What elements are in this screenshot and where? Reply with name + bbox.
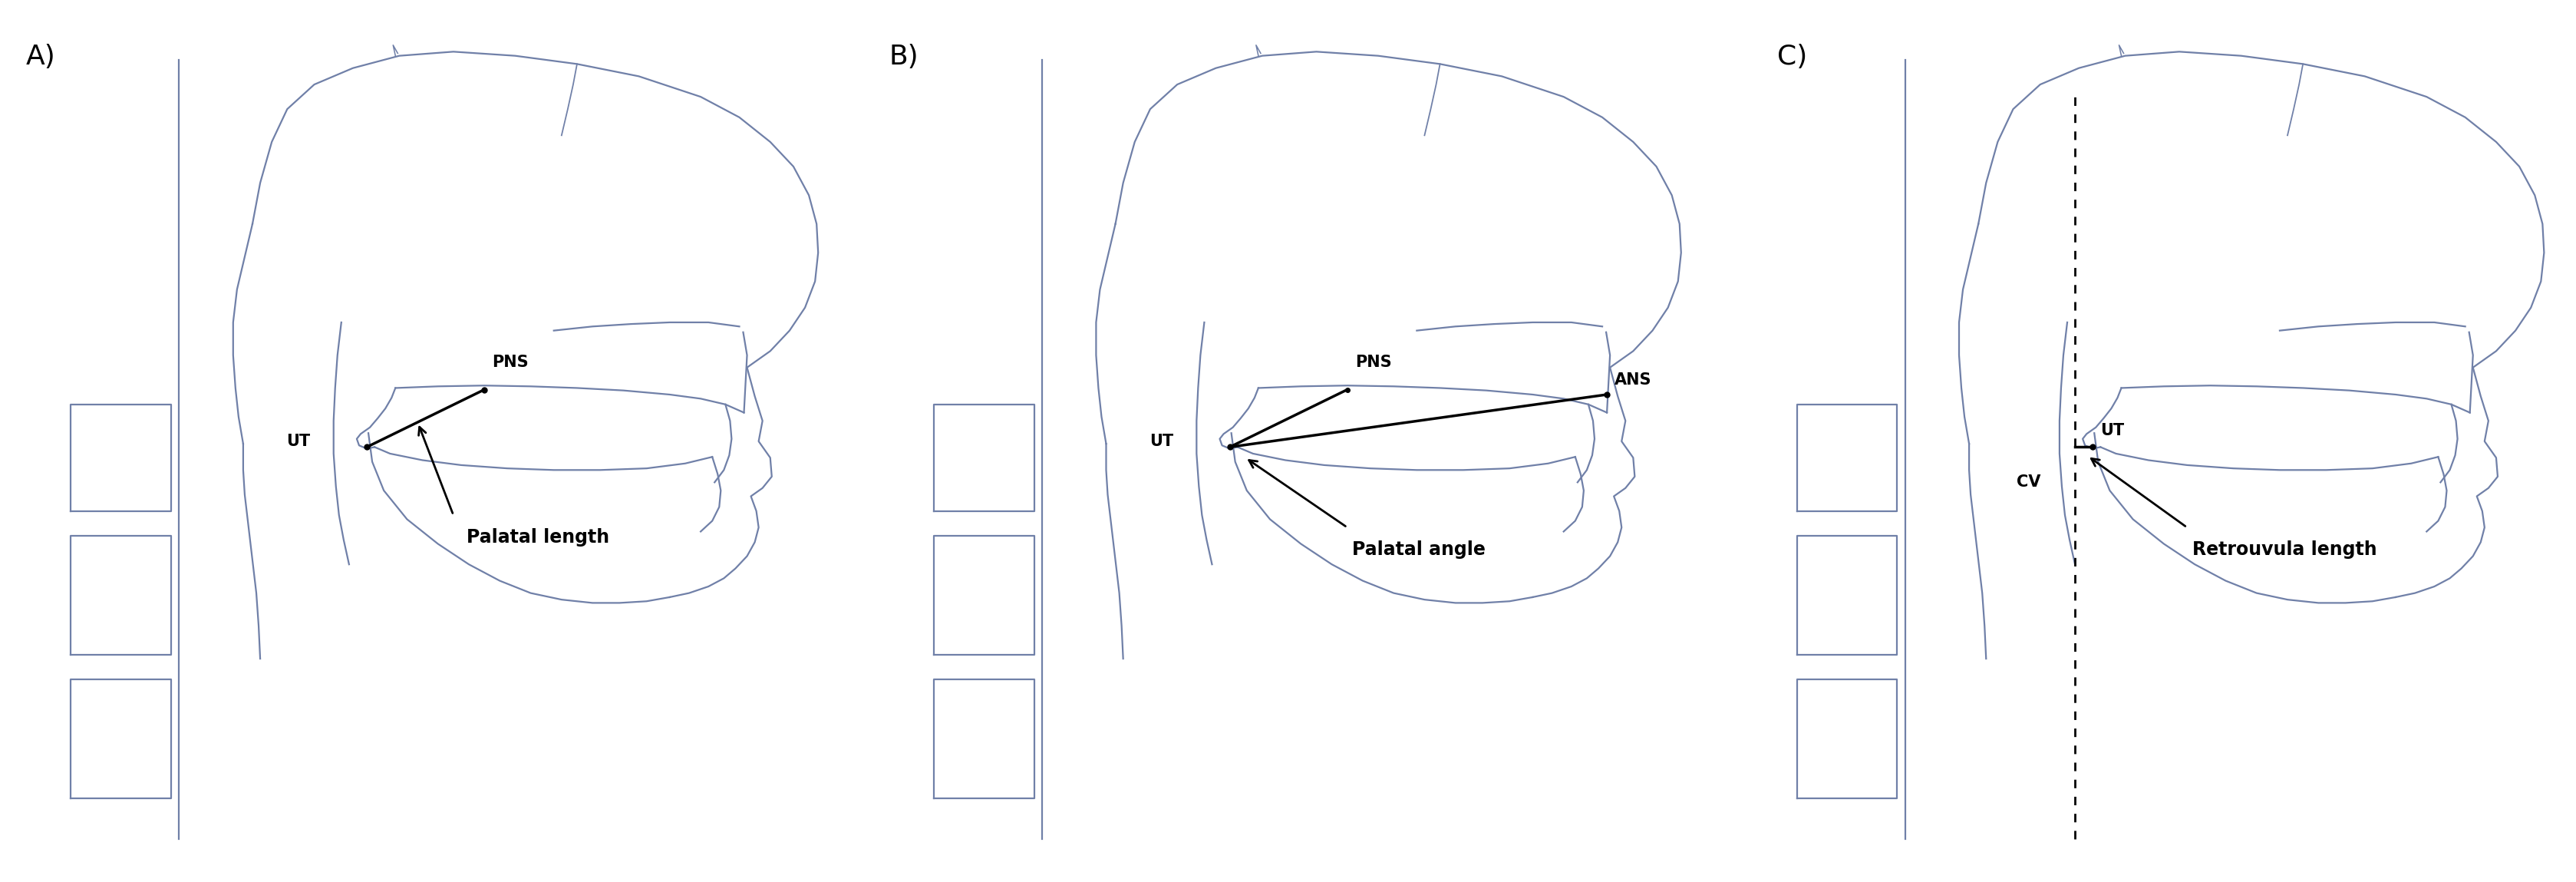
Text: UT: UT: [1149, 434, 1172, 450]
Text: Palatal length: Palatal length: [466, 528, 608, 547]
Text: UT: UT: [286, 434, 309, 450]
Text: CV: CV: [2017, 475, 2040, 490]
Text: Retrouvula length: Retrouvula length: [2192, 541, 2378, 559]
Text: PNS: PNS: [492, 355, 528, 370]
Text: C): C): [1777, 44, 1808, 71]
Text: A): A): [26, 44, 57, 71]
Text: Palatal angle: Palatal angle: [1352, 541, 1486, 559]
Text: PNS: PNS: [1355, 355, 1391, 370]
Text: ANS: ANS: [1615, 372, 1651, 387]
Text: UT: UT: [2099, 422, 2125, 438]
Text: B): B): [889, 44, 920, 71]
